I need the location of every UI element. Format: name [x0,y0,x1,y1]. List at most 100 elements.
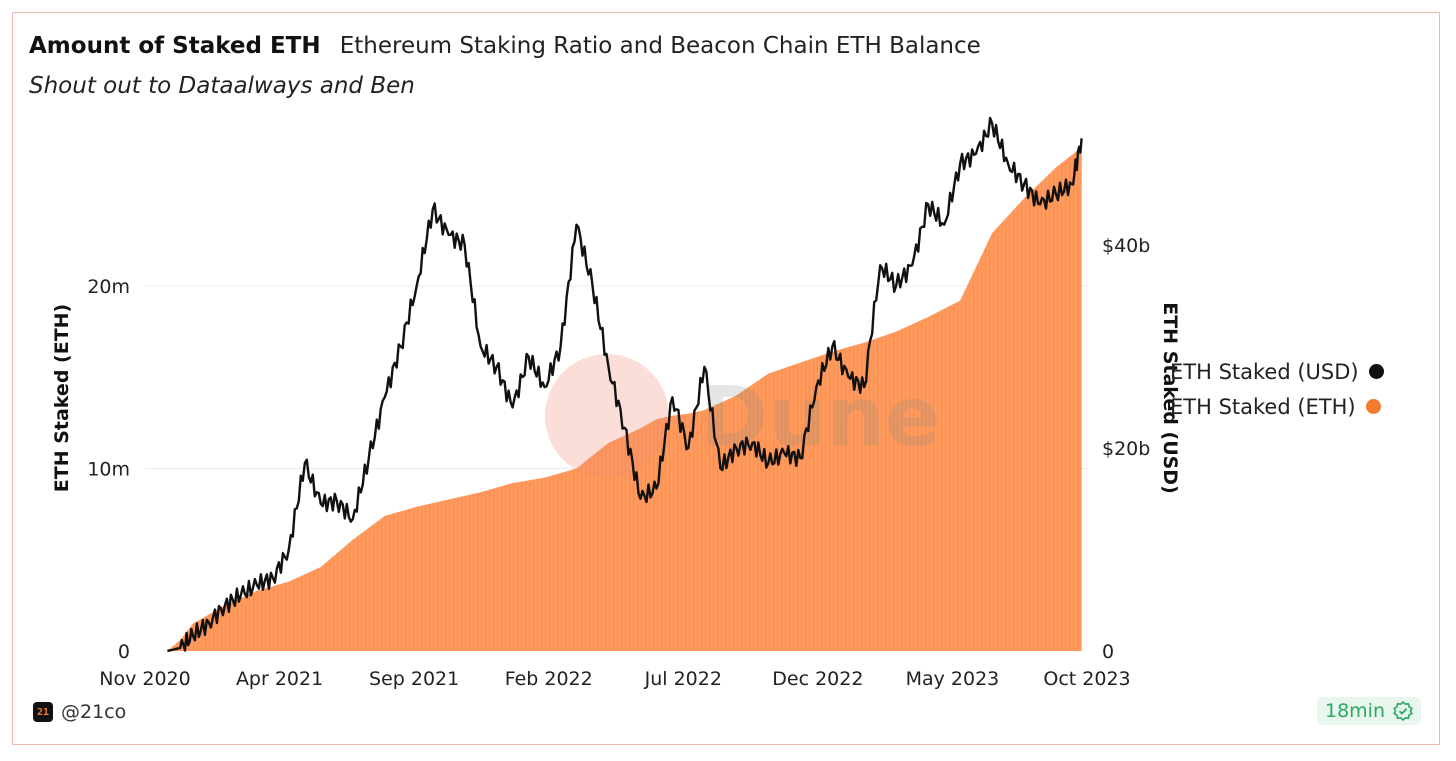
area-stripe [893,147,894,651]
area-stripe [949,147,950,651]
y-right-tick-label: $40b [1102,235,1150,257]
area-stripe [941,147,942,651]
area-stripe [229,147,230,651]
area-stripe [413,147,414,651]
area-stripe [853,147,854,651]
area-stripe [253,147,254,651]
area-stripe [393,147,394,651]
x-tick-label: Feb 2022 [505,668,593,690]
area-stripe [961,147,962,651]
area-stripe [381,147,382,651]
y-right-tick-label: 0 [1102,641,1114,663]
area-stripe [825,147,826,651]
area-stripe [913,147,914,651]
legend-dot-usd [1368,364,1384,379]
area-stripe [201,147,202,651]
refresh-time: 18min [1324,700,1385,722]
area-stripe [977,147,978,651]
area-stripe [685,147,686,651]
area-stripe [1021,147,1022,651]
area-stripe [953,147,954,651]
area-stripe [377,147,378,651]
area-stripe [257,147,258,651]
x-tick-label: Apr 2021 [236,668,323,690]
area-stripe [993,147,994,651]
area-stripe [837,147,838,651]
area-stripe [1053,147,1054,651]
area-stripe [1077,147,1078,651]
area-stripe [349,147,350,651]
area-stripe [357,147,358,651]
area-stripe [281,147,282,651]
area-stripe [969,147,970,651]
area-stripe [769,147,770,651]
area-stripe [1085,140,1086,651]
area-stripe [1009,147,1010,651]
area-stripe [729,147,730,651]
area-stripe [677,147,678,651]
area-stripe [245,147,246,651]
area-stripe [545,147,546,651]
area-stripe [1025,147,1026,651]
area-stripe [153,140,154,651]
area-stripe [1005,147,1006,651]
area-stripe [273,147,274,651]
area-stripe [749,147,750,651]
area-stripe [197,147,198,651]
area-stripe [405,147,406,651]
area-stripe [461,147,462,651]
area-stripe [177,147,178,651]
area-stripe [145,140,146,651]
area-stripe [417,147,418,651]
area-stripe [833,147,834,651]
area-stripe [965,147,966,651]
area-stripe [805,147,806,651]
area-stripe [465,147,466,651]
area-stripe [173,147,174,651]
area-stripe [1061,147,1062,651]
area-stripe [861,147,862,651]
area-stripe [501,147,502,651]
area-stripe [485,147,486,651]
area-stripe [733,147,734,651]
area-stripe [525,147,526,651]
area-stripe [309,147,310,651]
x-tick-label: Nov 2020 [99,668,190,690]
area-stripe [453,147,454,651]
area-stripe [1065,147,1066,651]
area-stripe [397,147,398,651]
area-stripe [293,147,294,651]
area-stripe [233,147,234,651]
area-stripe [761,147,762,651]
area-stripe [937,147,938,651]
title-row: Amount of Staked ETH Ethereum Staking Ra… [29,33,981,59]
area-stripe [885,147,886,651]
area-stripe [997,147,998,651]
legend-dot-eth [1365,399,1381,414]
area-stripe [973,147,974,651]
area-stripe [673,147,674,651]
area-stripe [889,147,890,651]
refresh-badge[interactable]: 18min [1316,697,1421,725]
legend-item-eth[interactable]: ETH Staked (ETH) [1170,389,1384,424]
area-stripe [905,147,906,651]
right-axis-ticks: 0 $20b $40b [1102,235,1150,663]
area-stripe [217,147,218,651]
area-stripe [741,147,742,651]
area-stripe [345,147,346,651]
eth-staked-usd-line [167,116,1083,653]
area-stripe [777,147,778,651]
area-stripe [785,147,786,651]
chart-subtitle: Ethereum Staking Ratio and Beacon Chain … [339,33,981,59]
area-stripe [541,147,542,651]
area-stripe [329,147,330,651]
author-link[interactable]: 21 @21co [33,701,126,723]
area-stripe [157,140,158,651]
area-stripe [425,147,426,651]
area-stripe [745,147,746,651]
area-stripe [305,147,306,651]
area-stripe [193,147,194,651]
legend-item-usd[interactable]: ETH Staked (USD) [1170,354,1384,389]
area-stripe [917,147,918,651]
